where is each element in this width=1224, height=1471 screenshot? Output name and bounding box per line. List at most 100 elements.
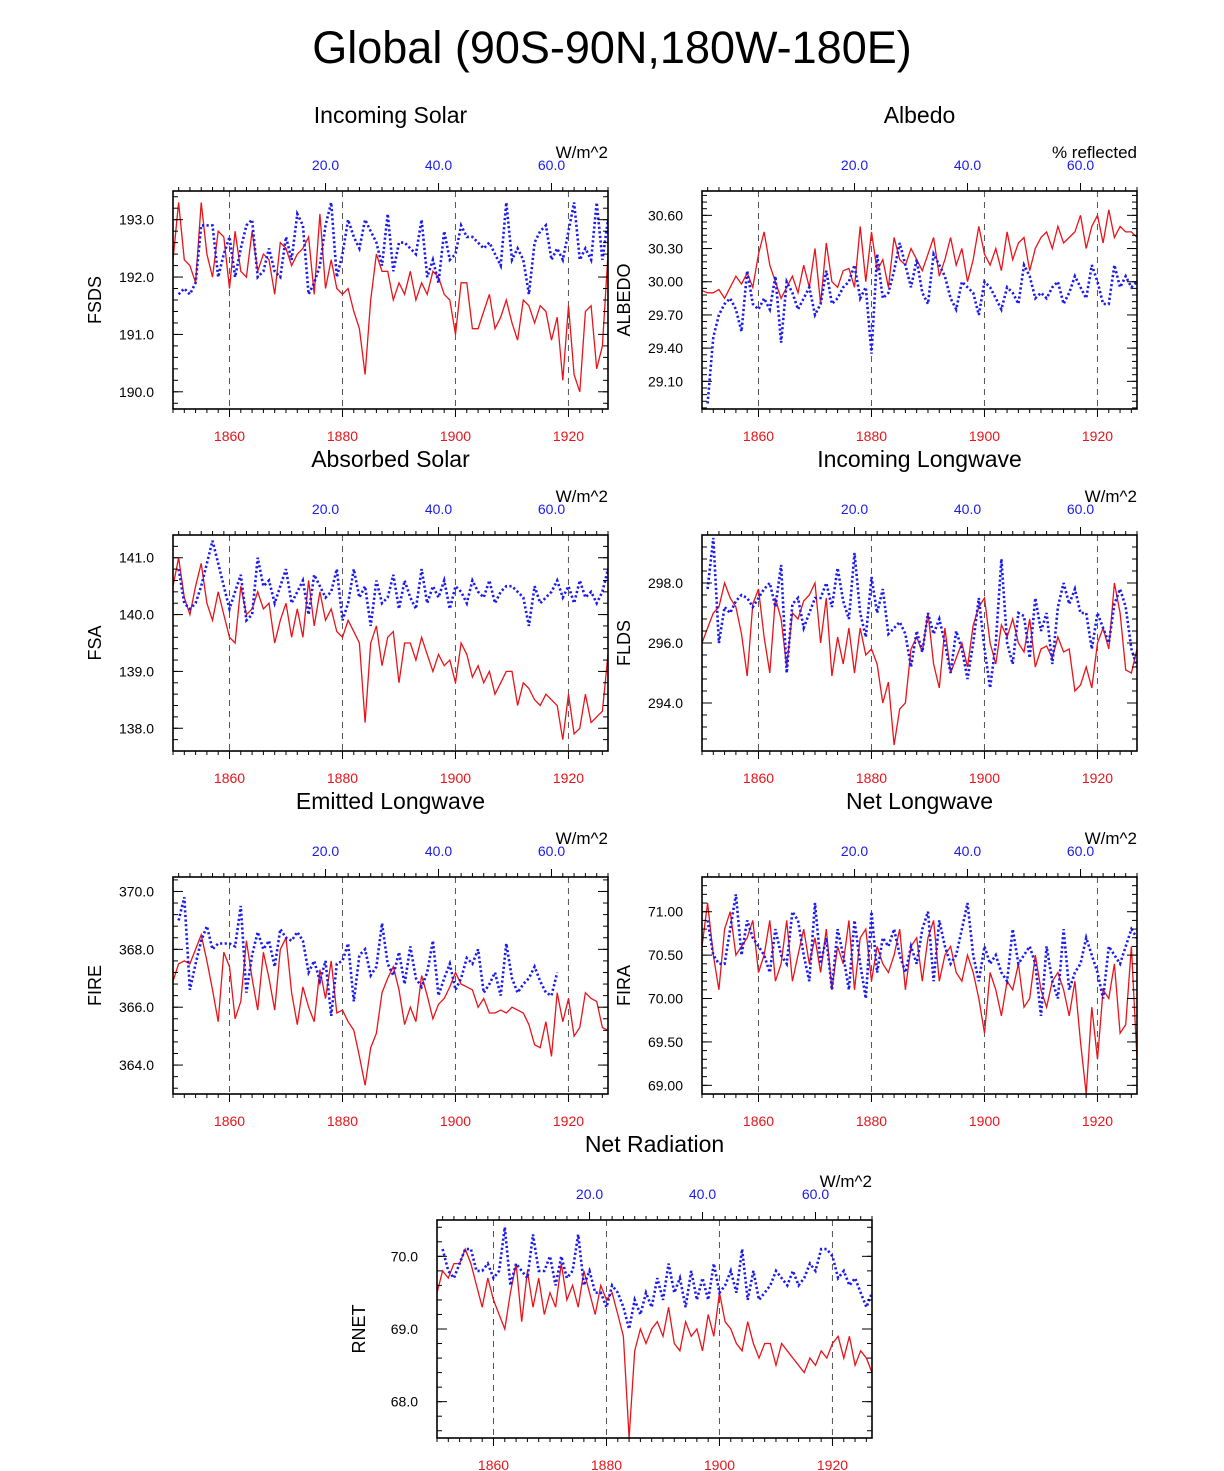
x-bottom-tick-label: 1920 <box>817 1457 848 1471</box>
x-bottom-tick-label: 1880 <box>327 428 358 444</box>
units-label: W/m^2 <box>1085 487 1137 506</box>
x-bottom-tick-label: 1860 <box>214 428 245 444</box>
panel-title: Albedo <box>884 102 956 128</box>
panel-title: Net Radiation <box>585 1131 724 1157</box>
y-tick-label: 69.50 <box>648 1034 683 1050</box>
x-bottom-tick-label: 1880 <box>591 1457 622 1471</box>
y-tick-label: 138.0 <box>119 720 154 736</box>
x-bottom-tick-label: 1900 <box>969 1113 1000 1129</box>
y-axis-label: FSDS <box>85 276 105 324</box>
y-tick-label: 69.00 <box>648 1077 683 1093</box>
x-bottom-tick-label: 1860 <box>743 428 774 444</box>
y-tick-label: 71.00 <box>648 904 683 920</box>
x-bottom-tick-label: 1920 <box>1082 1113 1113 1129</box>
x-top-tick-label: 20.0 <box>312 843 339 859</box>
panel-fire: Emitted Longwave W/m^2 FIRE 370.0 368.0 366.0… <box>85 788 609 1129</box>
x-top-tick-label: 40.0 <box>425 501 452 517</box>
x-top-tick-label: 40.0 <box>425 157 452 173</box>
y-tick-label: 29.10 <box>648 373 683 389</box>
x-top-tick-label: 60.0 <box>1067 501 1094 517</box>
units-label: W/m^2 <box>820 1172 872 1191</box>
x-bottom-tick-label: 1920 <box>553 1113 584 1129</box>
y-tick-label: 193.0 <box>119 212 154 228</box>
plot-frame <box>436 1219 873 1439</box>
y-tick-label: 30.60 <box>648 207 683 223</box>
x-bottom-tick-label: 1900 <box>704 1457 735 1471</box>
y-axis-label: FLDS <box>614 620 634 666</box>
x-bottom-tick-label: 1900 <box>440 770 471 786</box>
y-axis-label: FIRE <box>85 965 105 1006</box>
series-blue-line <box>441 1227 872 1330</box>
x-bottom-tick-label: 1900 <box>969 770 1000 786</box>
x-bottom-tick-label: 1860 <box>214 770 245 786</box>
series-blue-line <box>706 894 1137 1017</box>
y-tick-label: 69.0 <box>391 1321 418 1337</box>
panel-title: Emitted Longwave <box>296 788 485 814</box>
x-bottom-tick-label: 1880 <box>327 1113 358 1129</box>
panel-title: Incoming Solar <box>314 102 468 128</box>
y-tick-label: 140.0 <box>119 607 154 623</box>
x-top-tick-label: 60.0 <box>1067 157 1094 173</box>
series-blue-line <box>706 537 1137 689</box>
x-top-tick-label: 40.0 <box>954 843 981 859</box>
x-top-tick-label: 40.0 <box>954 501 981 517</box>
x-top-tick-label: 20.0 <box>841 501 868 517</box>
y-axis-label: FIRA <box>614 965 634 1006</box>
y-tick-label: 298.0 <box>648 575 683 591</box>
x-top-tick-label: 20.0 <box>312 157 339 173</box>
panel-title: Absorbed Solar <box>311 446 470 472</box>
y-axis-label: RNET <box>349 1304 369 1353</box>
panel-rnet: Net Radiation W/m^2 RNET 70.0 69.0 68.0 1860 18… <box>349 1131 873 1471</box>
y-tick-label: 296.0 <box>648 635 683 651</box>
panel-fira: Net Longwave W/m^2 FIRA 71.00 70.50 70.00 69.5… <box>614 788 1138 1129</box>
y-tick-label: 192.0 <box>119 269 154 285</box>
series-red-line <box>702 580 1137 746</box>
series-red-line <box>173 932 608 1086</box>
panel-flds: Incoming Longwave W/m^2 FLDS 298.0 296.0 294.… <box>614 446 1138 786</box>
plot-frame <box>701 876 1138 1095</box>
x-bottom-tick-label: 1880 <box>856 770 887 786</box>
x-bottom-tick-label: 1880 <box>856 428 887 444</box>
series-blue-line <box>177 202 608 300</box>
x-top-tick-label: 20.0 <box>841 843 868 859</box>
plot-frame <box>701 190 1138 410</box>
x-bottom-tick-label: 1920 <box>553 428 584 444</box>
x-bottom-tick-label: 1920 <box>1082 770 1113 786</box>
plot-frame <box>701 534 1138 752</box>
plot-frame <box>172 876 609 1095</box>
x-top-tick-label: 60.0 <box>538 157 565 173</box>
series-red-line <box>702 209 1137 304</box>
panel-fsa: Absorbed Solar W/m^2 FSA 141.0 140.0 139.0 138… <box>85 446 609 786</box>
x-bottom-tick-label: 1880 <box>856 1113 887 1129</box>
series-red-line <box>437 1247 872 1438</box>
x-top-tick-label: 20.0 <box>576 1186 603 1202</box>
x-bottom-tick-label: 1860 <box>478 1457 509 1471</box>
y-axis-label: FSA <box>85 625 105 660</box>
x-bottom-tick-label: 1860 <box>743 1113 774 1129</box>
series-blue-line <box>706 242 1137 404</box>
x-top-tick-label: 60.0 <box>538 501 565 517</box>
plot-frame <box>172 534 609 752</box>
page-title: Global (90S-90N,180W-180E) <box>312 22 912 73</box>
y-tick-label: 368.0 <box>119 941 154 957</box>
x-top-tick-label: 40.0 <box>954 157 981 173</box>
y-tick-label: 30.00 <box>648 274 683 290</box>
panel-title: Incoming Longwave <box>817 446 1022 472</box>
series-blue-line <box>177 540 608 627</box>
x-top-tick-label: 60.0 <box>1067 843 1094 859</box>
x-top-tick-label: 40.0 <box>689 1186 716 1202</box>
x-bottom-tick-label: 1920 <box>1082 428 1113 444</box>
panel-fsds: Incoming Solar W/m^2 FSDS 193.0 192.0 191.0 19… <box>85 102 609 444</box>
y-tick-label: 191.0 <box>119 326 154 342</box>
y-tick-label: 190.0 <box>119 384 154 400</box>
x-top-tick-label: 20.0 <box>841 157 868 173</box>
x-bottom-tick-label: 1900 <box>440 1113 471 1129</box>
x-top-tick-label: 60.0 <box>538 843 565 859</box>
y-tick-label: 366.0 <box>119 999 154 1015</box>
series-red-line <box>702 902 1137 1094</box>
y-tick-label: 364.0 <box>119 1057 154 1073</box>
panel-title: Net Longwave <box>846 788 993 814</box>
y-tick-label: 70.0 <box>391 1248 418 1264</box>
plot-frame <box>172 190 609 410</box>
